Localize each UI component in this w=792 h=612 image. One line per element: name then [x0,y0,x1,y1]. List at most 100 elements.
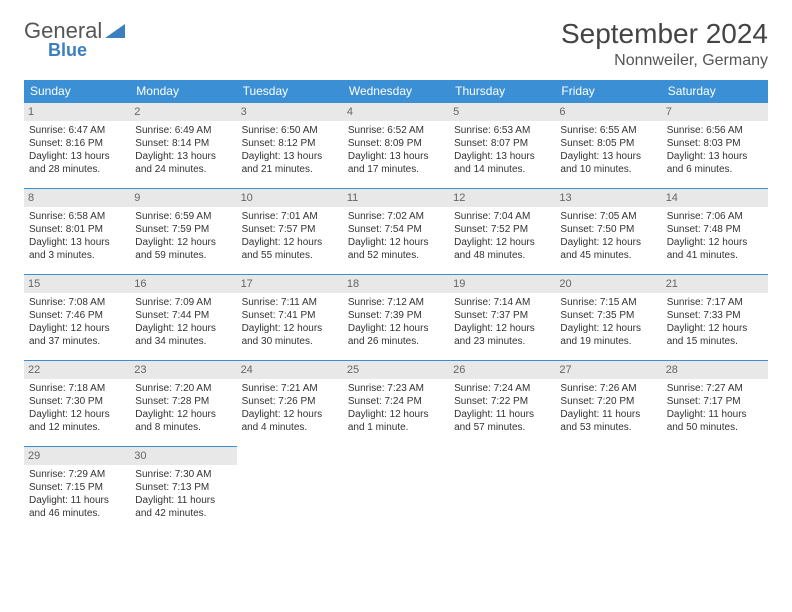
sunset-text: Sunset: 7:54 PM [348,223,444,236]
dayhead-thu: Thursday [449,80,555,103]
day-number: 26 [449,361,555,379]
calendar-cell: 23Sunrise: 7:20 AMSunset: 7:28 PMDayligh… [130,361,236,447]
sunrise-text: Sunrise: 7:21 AM [242,382,338,395]
sunrise-text: Sunrise: 7:26 AM [560,382,656,395]
calendar-cell [237,447,343,533]
daylight-text: Daylight: 12 hours and 55 minutes. [242,236,338,262]
calendar-cell: 6Sunrise: 6:55 AMSunset: 8:05 PMDaylight… [555,103,661,189]
day-number: 9 [130,189,236,207]
sunrise-text: Sunrise: 7:04 AM [454,210,550,223]
daylight-text: Daylight: 12 hours and 41 minutes. [667,236,763,262]
header: General September 2024 Nonnweiler, Germa… [24,18,768,70]
calendar-cell [662,447,768,533]
sunrise-text: Sunrise: 7:05 AM [560,210,656,223]
daylight-text: Daylight: 13 hours and 10 minutes. [560,150,656,176]
day-number: 5 [449,103,555,121]
calendar-cell: 19Sunrise: 7:14 AMSunset: 7:37 PMDayligh… [449,275,555,361]
day-number: 16 [130,275,236,293]
sunset-text: Sunset: 8:07 PM [454,137,550,150]
sunset-text: Sunset: 7:41 PM [242,309,338,322]
day-number: 28 [662,361,768,379]
day-number: 24 [237,361,343,379]
sunrise-text: Sunrise: 7:18 AM [29,382,125,395]
calendar-row: 29Sunrise: 7:29 AMSunset: 7:15 PMDayligh… [24,447,768,533]
daylight-text: Daylight: 12 hours and 23 minutes. [454,322,550,348]
dayhead-fri: Friday [555,80,661,103]
sunrise-text: Sunrise: 7:30 AM [135,468,231,481]
calendar-cell: 14 Sunrise: 7:06 AMSunset: 7:48 PMDayligh… [662,189,768,275]
sunset-text: Sunset: 7:24 PM [348,395,444,408]
day-number: 27 [555,361,661,379]
calendar-row: 15Sunrise: 7:08 AMSunset: 7:46 PMDayligh… [24,275,768,361]
sunset-text: Sunset: 7:39 PM [348,309,444,322]
calendar-cell: 29Sunrise: 7:29 AMSunset: 7:15 PMDayligh… [24,447,130,533]
sunrise-text: Sunrise: 6:47 AM [29,124,125,137]
sunset-text: Sunset: 8:03 PM [667,137,763,150]
sunset-text: Sunset: 8:09 PM [348,137,444,150]
daylight-text: Daylight: 13 hours and 24 minutes. [135,150,231,176]
daylight-text: Daylight: 11 hours and 50 minutes. [667,408,763,434]
sunrise-text: Sunrise: 7:20 AM [135,382,231,395]
calendar-cell: 28Sunrise: 7:27 AMSunset: 7:17 PMDayligh… [662,361,768,447]
day-number: 22 [24,361,130,379]
calendar-cell: 13Sunrise: 7:05 AMSunset: 7:50 PMDayligh… [555,189,661,275]
calendar-cell: 26Sunrise: 7:24 AMSunset: 7:22 PMDayligh… [449,361,555,447]
sunrise-text: Sunrise: 6:49 AM [135,124,231,137]
sunrise-text: Sunrise: 7:06 AM [667,210,763,223]
calendar-cell [449,447,555,533]
day-number: 14 [662,189,768,207]
calendar-cell: 3Sunrise: 6:50 AMSunset: 8:12 PMDaylight… [237,103,343,189]
calendar-cell: 15Sunrise: 7:08 AMSunset: 7:46 PMDayligh… [24,275,130,361]
sunset-text: Sunset: 8:01 PM [29,223,125,236]
day-number: 19 [449,275,555,293]
dayhead-wed: Wednesday [343,80,449,103]
day-number: 20 [555,275,661,293]
sunset-text: Sunset: 7:50 PM [560,223,656,236]
daylight-text: Daylight: 12 hours and 1 minute. [348,408,444,434]
daylight-text: Daylight: 12 hours and 30 minutes. [242,322,338,348]
day-number: 8 [24,189,130,207]
sunset-text: Sunset: 7:44 PM [135,309,231,322]
location-label: Nonnweiler, Germany [561,52,768,70]
calendar-cell: 22 Sunrise: 7:18 AMSunset: 7:30 PMDayligh… [24,361,130,447]
calendar-cell: 16Sunrise: 7:09 AMSunset: 7:44 PMDayligh… [130,275,236,361]
calendar-cell: 9Sunrise: 6:59 AMSunset: 7:59 PMDaylight… [130,189,236,275]
dayhead-mon: Monday [130,80,236,103]
calendar-cell: 30Sunrise: 7:30 AMSunset: 7:13 PMDayligh… [130,447,236,533]
day-number: 30 [130,447,236,465]
daylight-text: Daylight: 11 hours and 42 minutes. [135,494,231,520]
calendar-cell: 5Sunrise: 6:53 AMSunset: 8:07 PMDaylight… [449,103,555,189]
day-number: 29 [24,447,130,465]
daylight-text: Daylight: 12 hours and 15 minutes. [667,322,763,348]
calendar-cell: 25Sunrise: 7:23 AMSunset: 7:24 PMDayligh… [343,361,449,447]
dayhead-tue: Tuesday [237,80,343,103]
daylight-text: Daylight: 12 hours and 8 minutes. [135,408,231,434]
sunrise-text: Sunrise: 7:23 AM [348,382,444,395]
day-number: 13 [555,189,661,207]
calendar-body: 1Sunrise: 6:47 AMSunset: 8:16 PMDaylight… [24,103,768,533]
calendar-table: Sunday Monday Tuesday Wednesday Thursday… [24,80,768,533]
day-number: 3 [237,103,343,121]
daylight-text: Daylight: 13 hours and 21 minutes. [242,150,338,176]
day-number: 12 [449,189,555,207]
day-number: 17 [237,275,343,293]
calendar-cell: 4Sunrise: 6:52 AMSunset: 8:09 PMDaylight… [343,103,449,189]
dayhead-sat: Saturday [662,80,768,103]
daylight-text: Daylight: 12 hours and 12 minutes. [29,408,125,434]
sunset-text: Sunset: 7:15 PM [29,481,125,494]
dayhead-sun: Sunday [24,80,130,103]
calendar-row: 8Sunrise: 6:58 AMSunset: 8:01 PMDaylight… [24,189,768,275]
sunset-text: Sunset: 7:30 PM [29,395,125,408]
sunset-text: Sunset: 7:48 PM [667,223,763,236]
calendar-row: 1Sunrise: 6:47 AMSunset: 8:16 PMDaylight… [24,103,768,189]
sunset-text: Sunset: 7:37 PM [454,309,550,322]
calendar-cell: 7Sunrise: 6:56 AMSunset: 8:03 PMDaylight… [662,103,768,189]
sunrise-text: Sunrise: 6:53 AM [454,124,550,137]
sunrise-text: Sunrise: 7:02 AM [348,210,444,223]
calendar-cell: 18Sunrise: 7:12 AMSunset: 7:39 PMDayligh… [343,275,449,361]
day-number: 7 [662,103,768,121]
calendar-cell: 20Sunrise: 7:15 AMSunset: 7:35 PMDayligh… [555,275,661,361]
sunrise-text: Sunrise: 7:09 AM [135,296,231,309]
daylight-text: Daylight: 13 hours and 17 minutes. [348,150,444,176]
title-block: September 2024 Nonnweiler, Germany [561,18,768,70]
